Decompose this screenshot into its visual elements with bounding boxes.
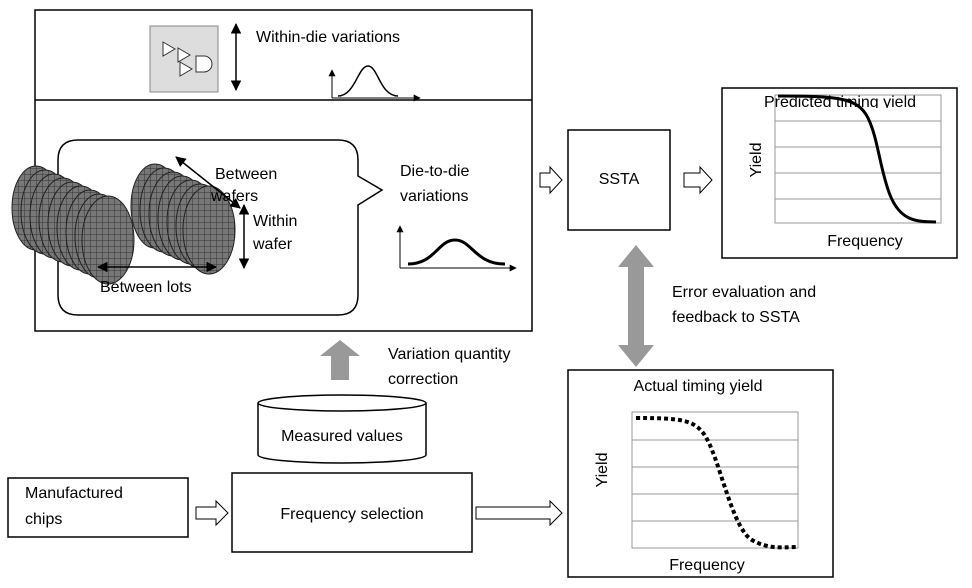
yield-curve (635, 416, 799, 550)
correction-label: Variation quantity (388, 346, 510, 363)
wafer-stack (11, 165, 135, 285)
ssta-box (567, 129, 671, 231)
actual-yield-box (567, 369, 834, 578)
between-lots-label: Between lots (100, 279, 192, 296)
selection-box (231, 472, 473, 553)
predicted-title: Predicted timing yield (764, 94, 916, 111)
chips-label: chips (25, 511, 62, 528)
y-axis-label: Yield (594, 453, 611, 488)
mini-plot (396, 225, 517, 272)
database-cylinder (257, 394, 427, 464)
measured-label: Measured values (281, 428, 403, 445)
correction-label: correction (388, 371, 458, 388)
x-axis-label: Frequency (669, 557, 745, 574)
flow-arrow (683, 165, 713, 195)
correction-arrow (320, 340, 360, 380)
actual-title: Actual timing yield (634, 378, 763, 395)
flow-arrow (195, 499, 229, 527)
feedback-label: Error evaluation and (672, 284, 816, 301)
ssta-label: SSTA (599, 171, 640, 188)
chips-label: Manufactured (25, 485, 123, 502)
feedback-arrow (618, 245, 654, 367)
y-axis-label: Yield (748, 143, 765, 178)
between-wafers-arrow (175, 156, 241, 209)
flow-arrow (475, 499, 563, 527)
chips-box (7, 477, 189, 538)
mini-plot (328, 65, 421, 102)
x-axis-label: Frequency (827, 233, 903, 250)
flow-arrow (539, 165, 563, 195)
within-die-label: Within-die variations (256, 29, 400, 46)
within-wafer-label: Within (253, 213, 297, 230)
yield-curve (777, 94, 937, 224)
die-to-die-label: variations (400, 188, 468, 205)
die-to-die-label: Die-to-die (400, 163, 469, 180)
gate-icon (149, 25, 219, 93)
between-wafers-label: wafers (210, 188, 258, 205)
within-wafer-label: wafer (252, 236, 293, 253)
selection-label: Frequency selection (280, 506, 423, 523)
feedback-label: feedback to SSTA (672, 309, 800, 326)
plot-grid (774, 94, 942, 224)
between-wafers-label: Between (215, 166, 277, 183)
plot-grid (631, 411, 799, 549)
